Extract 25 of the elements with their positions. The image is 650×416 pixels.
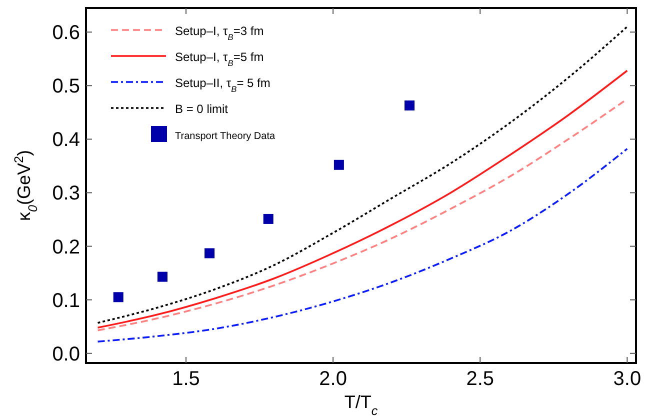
line-series: [96, 148, 628, 342]
x-tick-label: 2.0: [319, 368, 347, 390]
legend-label: Transport Theory Data: [175, 131, 276, 142]
x-tick-label: 2.5: [466, 368, 494, 390]
point: [204, 248, 215, 258]
y-tick-label: 0.6: [52, 22, 80, 44]
y-tick-label: 0.2: [52, 236, 80, 258]
point: [334, 160, 344, 170]
point: [404, 100, 415, 110]
x-axis-title: T/T$_{c}$: [344, 392, 378, 416]
y-tick-label: 0.0: [52, 343, 80, 366]
line-series: [96, 26, 628, 324]
legend-label: Setup–I, τ$_{B}$=5 fm: [175, 50, 264, 68]
legend-label: Setup–II, τ$_{B}$= 5 fm: [175, 76, 270, 94]
y-tick-label: 0.1: [52, 290, 80, 312]
point: [263, 214, 274, 224]
y-tick-label: 0.3: [52, 182, 80, 205]
x-tick-label: 3.0: [613, 368, 642, 390]
y-tick-label: 0.4: [52, 129, 80, 152]
x-tick-label: 1.5: [172, 368, 200, 390]
y-tick-label: 0.5: [52, 76, 80, 98]
point: [113, 292, 124, 302]
point: [157, 272, 168, 282]
legend-label: B = 0 limit: [175, 102, 229, 116]
legend-label: Setup–I, τ$_{B}$=3 fm: [175, 24, 264, 42]
